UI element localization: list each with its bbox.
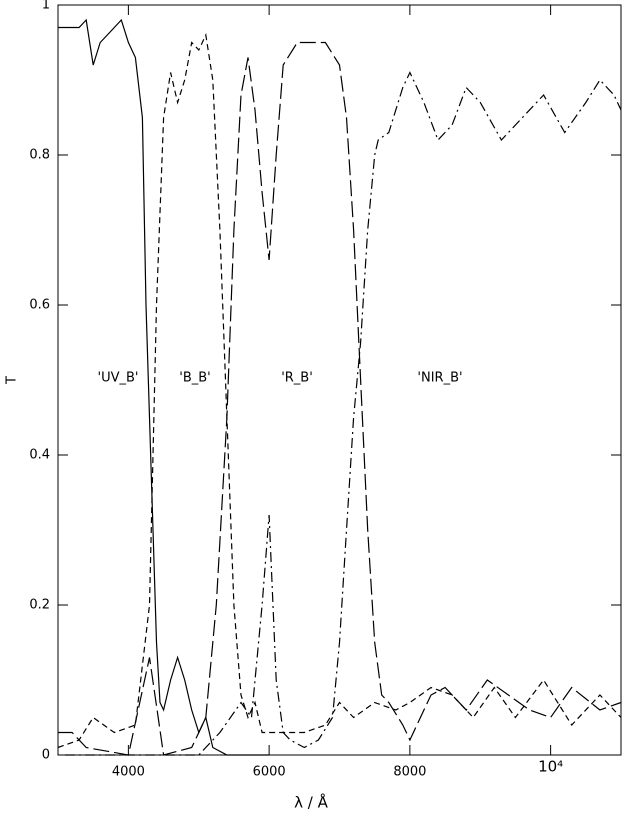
series-line [57, 32, 622, 749]
x-tick-label: 8000 [393, 765, 426, 780]
x-tick-label: 4000 [112, 765, 145, 780]
y-tick-label: 1 [42, 0, 50, 13]
y-tick-label: 0.8 [29, 148, 50, 163]
series-label: 'B_B' [179, 371, 210, 386]
x-tick-label: 10⁴ [538, 758, 563, 776]
series-label: 'UV_B' [98, 371, 139, 386]
x-axis-label: λ / Å [294, 793, 328, 812]
y-tick-label: 0.6 [29, 298, 50, 313]
series-line [58, 41, 622, 756]
y-axis-label: T [5, 376, 20, 385]
series-label: 'NIR_B' [417, 371, 462, 386]
y-tick-label: 0.2 [29, 598, 50, 613]
plot-frame [57, 4, 622, 756]
series-line [58, 18, 270, 756]
series-line [65, 71, 622, 756]
series-label: 'R_B' [281, 371, 313, 386]
y-tick-label: 0.4 [29, 448, 50, 463]
x-tick-label: 6000 [253, 765, 286, 780]
y-tick-label: 0 [42, 748, 50, 763]
